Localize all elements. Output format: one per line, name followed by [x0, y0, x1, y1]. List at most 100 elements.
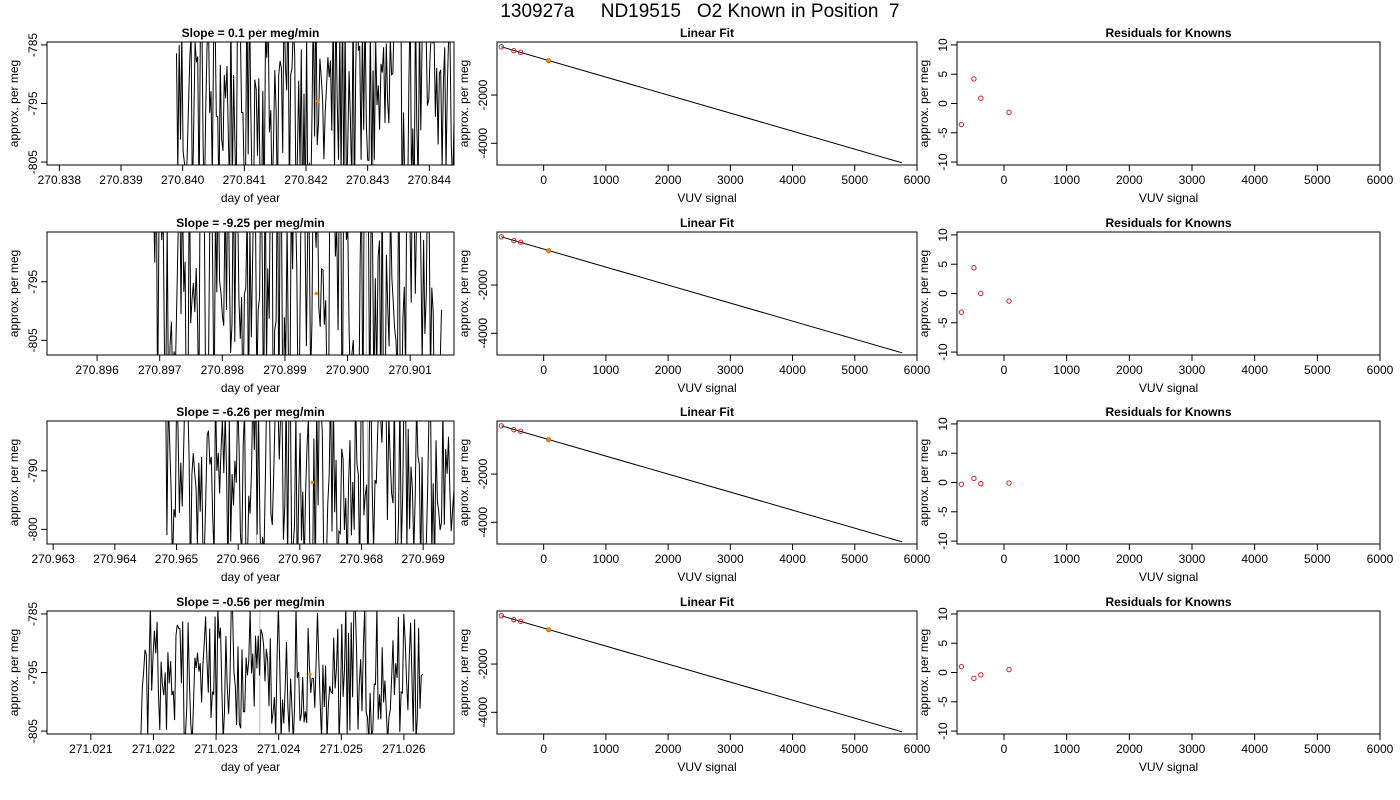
x-axis-label: VUV signal — [1139, 191, 1198, 205]
x-tick-label: 270.966 — [216, 552, 260, 566]
x-tick-label: 270.967 — [278, 552, 322, 566]
plot-area — [958, 265, 1012, 315]
x-tick-label: 6000 — [904, 173, 931, 187]
y-tick-label: -5 — [936, 696, 950, 707]
panel-residuals-1: Residuals for Knowns 0 1000 2000 3000 4000 500… — [917, 26, 1394, 205]
y-tick-label: -785 — [26, 602, 40, 626]
x-tick-label: 6000 — [904, 552, 931, 566]
panel-linear-1: Linear Fit 0 1000 2000 3000 4000 5000 6000 -2000… — [457, 26, 931, 205]
x-tick-label: 270.844 — [408, 173, 452, 187]
sample-point — [546, 437, 552, 443]
y-axis-label: approx. per meg — [917, 439, 931, 526]
y-tick-label: -2000 — [476, 648, 490, 679]
x-axis-label: VUV signal — [677, 760, 736, 774]
plot-frame — [496, 41, 918, 166]
x-tick-label: 2000 — [655, 363, 682, 377]
panel-timeseries-2: Slope = -9.25 per meg/min 270.896 270.897 2… — [7, 216, 455, 395]
panel-title: Linear Fit — [680, 216, 734, 230]
y-tick-label: -795 — [26, 269, 40, 293]
y-tick-label: 0 — [936, 290, 950, 297]
x-tick-label: 270.900 — [326, 363, 370, 377]
current-point — [310, 480, 314, 485]
x-tick-label: 3000 — [717, 173, 744, 187]
x-tick-label: 1000 — [1053, 742, 1080, 756]
y-tick-label: -10 — [936, 153, 950, 171]
known-point — [498, 613, 505, 619]
residual-point — [1006, 298, 1012, 304]
x-axis-label: VUV signal — [677, 570, 736, 584]
x-tick-label: 270.965 — [155, 552, 199, 566]
sample-point — [546, 248, 552, 254]
panel-title: Linear Fit — [680, 26, 734, 40]
panel-title: Residuals for Knowns — [1105, 405, 1231, 419]
residual-point — [971, 475, 977, 482]
plot-frame — [956, 610, 1381, 735]
y-axis-label: approx. per meg — [457, 629, 471, 716]
current-point — [316, 99, 321, 103]
known-point — [517, 428, 524, 434]
x-tick-label: 5000 — [841, 363, 868, 377]
x-tick-label: 2000 — [655, 552, 682, 566]
plot-area — [958, 663, 1012, 682]
x-tick-label: 6000 — [1367, 742, 1394, 756]
y-tick-label: -805 — [26, 150, 40, 174]
current-point — [314, 291, 319, 296]
known-point — [511, 47, 517, 54]
residual-point — [958, 121, 965, 128]
known-point — [517, 618, 524, 624]
x-tick-label: 270.969 — [401, 552, 445, 566]
fit-line — [501, 425, 903, 543]
y-tick-label: 10 — [936, 228, 950, 242]
y-tick-label: -5 — [936, 317, 950, 328]
y-tick-label: 5 — [936, 640, 950, 647]
panel-residuals-4: Residuals for Knowns 0 1000 2000 3000 4000 500… — [917, 595, 1394, 774]
y-axis-label: approx. per meg — [7, 439, 21, 526]
x-tick-label: 271.025 — [320, 742, 364, 756]
residual-point — [971, 265, 977, 271]
panel-title: Linear Fit — [680, 595, 734, 609]
plot-frame — [956, 41, 1381, 166]
panel-title: Linear Fit — [680, 405, 734, 419]
y-tick-label: 5 — [936, 261, 950, 268]
x-tick-label: 0 — [540, 742, 547, 756]
fit-line — [501, 236, 903, 354]
x-axis-label: day of year — [221, 570, 280, 584]
fit-line — [501, 46, 903, 164]
x-tick-label: 6000 — [1367, 363, 1394, 377]
y-axis-label: approx. per meg — [917, 60, 931, 147]
panel-title: Residuals for Knowns — [1105, 216, 1231, 230]
plot-area — [176, 42, 454, 165]
x-tick-label: 5000 — [1304, 363, 1331, 377]
y-tick-label: -785 — [26, 33, 40, 57]
panel-title: Slope = -6.26 per meg/min — [176, 405, 324, 419]
y-tick-label: 10 — [936, 38, 950, 52]
x-tick-label: 6000 — [904, 742, 931, 756]
x-tick-label: 2000 — [1116, 173, 1143, 187]
sample-point — [546, 627, 552, 633]
signal-line — [165, 421, 454, 544]
x-tick-label: 270.897 — [138, 363, 182, 377]
plot-area — [153, 232, 442, 355]
panel-title: Slope = 0.1 per meg/min — [182, 26, 320, 40]
x-tick-label: 2000 — [1116, 552, 1143, 566]
x-tick-label: 0 — [540, 173, 547, 187]
x-tick-label: 1000 — [1053, 363, 1080, 377]
residual-point — [958, 481, 965, 487]
known-point — [511, 426, 517, 433]
y-tick-label: 5 — [936, 450, 950, 457]
panel-timeseries-3: Slope = -6.26 per meg/min 270.963 270.964 2… — [7, 405, 455, 584]
y-tick-label: -10 — [936, 343, 950, 361]
x-tick-label: 270.840 — [161, 173, 205, 187]
y-axis-label: approx. per meg — [457, 60, 471, 147]
signal-line — [140, 611, 423, 734]
x-tick-label: 0 — [540, 363, 547, 377]
x-axis-label: VUV signal — [1139, 570, 1198, 584]
plot-area — [498, 423, 903, 543]
y-tick-label: -795 — [26, 660, 40, 684]
x-tick-label: 6000 — [1367, 552, 1394, 566]
known-point — [511, 237, 517, 244]
x-tick-label: 271.022 — [132, 742, 176, 756]
known-point — [517, 49, 524, 55]
y-tick-label: -2000 — [476, 458, 490, 489]
